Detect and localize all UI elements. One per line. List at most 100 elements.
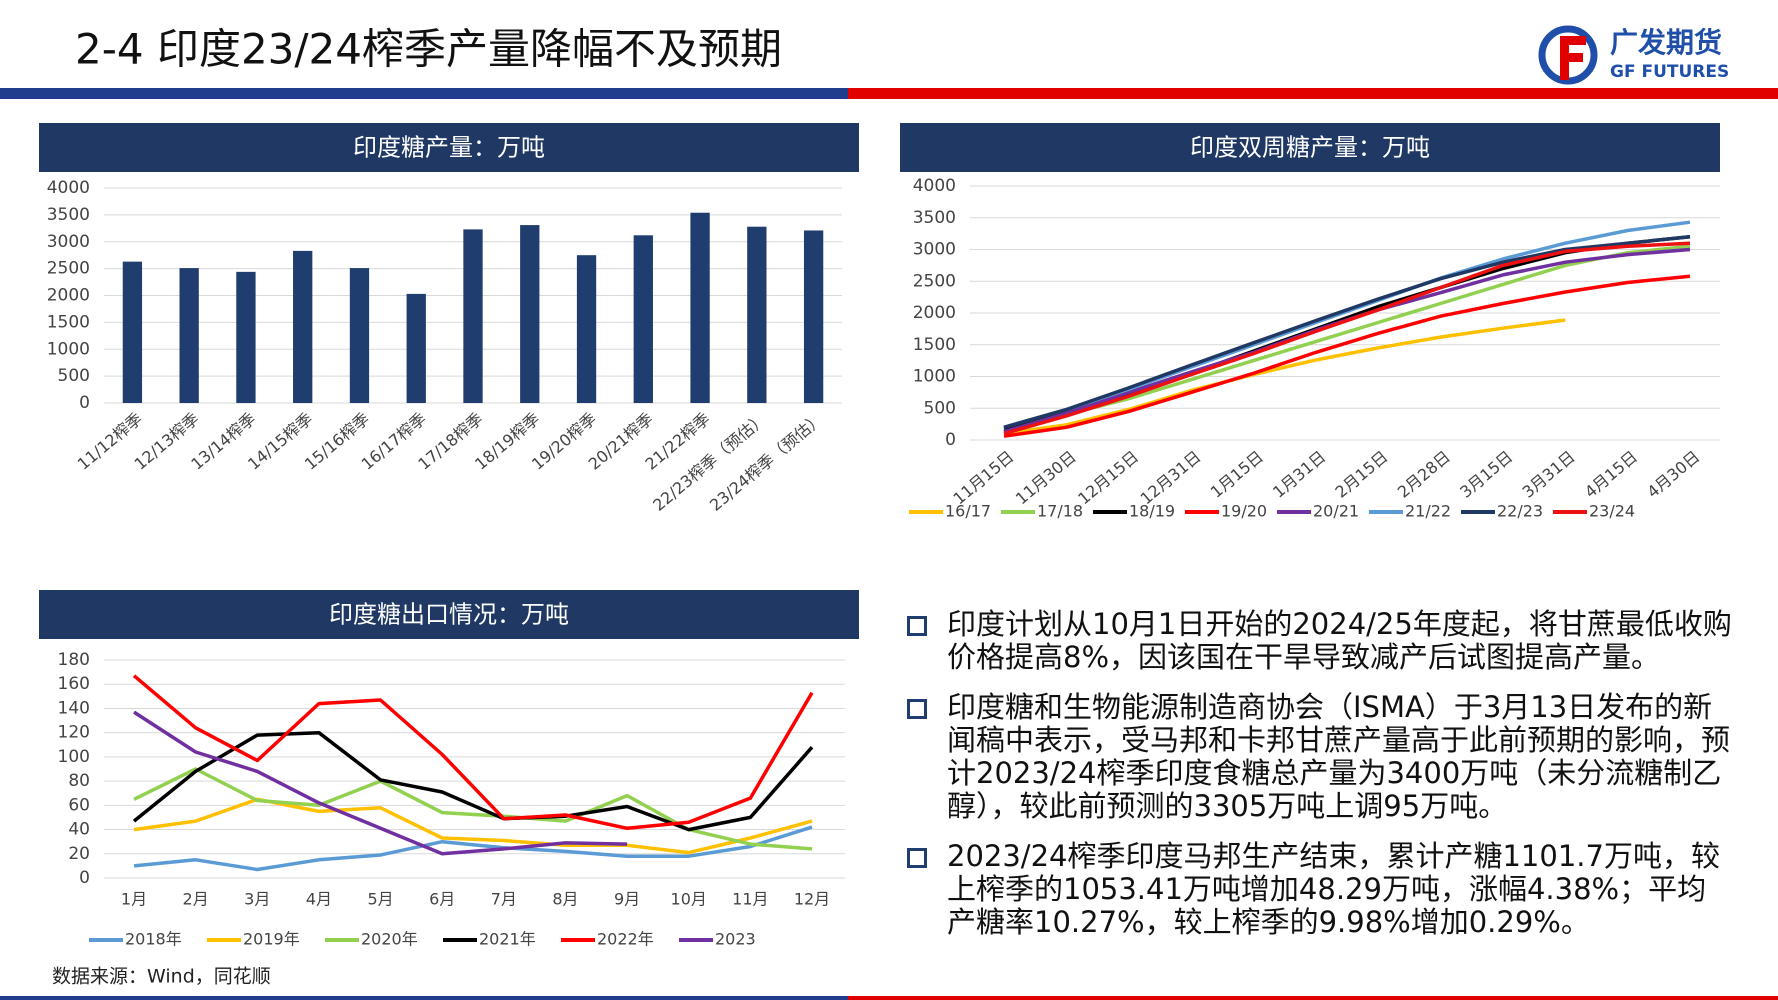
x-tick-label: 2月15日 xyxy=(1332,447,1392,502)
chart-title: 印度糖产量：万吨 xyxy=(353,134,545,162)
x-tick-label: 12月31日 xyxy=(1137,447,1205,508)
x-tick-label: 2月 xyxy=(183,890,209,909)
series-line xyxy=(1003,235,1691,429)
footer-rule-red xyxy=(848,996,1778,1000)
y-tick-label: 20 xyxy=(68,844,90,864)
bullet-text: 印度计划从10月1日开始的2024/25年度起，将甘蔗最低收购价格提高8%，因该… xyxy=(947,607,1732,674)
x-tick-label: 11月30日 xyxy=(1012,447,1080,508)
series-line xyxy=(133,797,813,855)
y-tick-label: 500 xyxy=(58,366,90,386)
logo-mark xyxy=(1560,36,1586,80)
y-tick-label: 120 xyxy=(58,723,90,743)
legend-label: 23/24 xyxy=(1589,502,1635,521)
y-tick-label: 80 xyxy=(68,771,90,791)
x-tick-label: 12月 xyxy=(794,890,830,909)
legend-label: 2019年 xyxy=(243,930,300,949)
series-line xyxy=(132,730,814,832)
bar xyxy=(803,230,824,403)
y-tick-label: 180 xyxy=(58,650,90,670)
y-tick-label: 60 xyxy=(68,795,90,815)
x-tick-label: 4月 xyxy=(306,890,332,909)
bar xyxy=(633,235,653,403)
bar xyxy=(293,250,313,403)
bullet-marker xyxy=(907,848,927,868)
legend-label: 20/21 xyxy=(1313,502,1359,521)
x-tick-label: 3月15日 xyxy=(1456,447,1516,502)
y-tick-label: 3000 xyxy=(47,232,90,252)
footer-rule-blue xyxy=(0,996,848,1000)
series-line xyxy=(133,767,813,851)
legend-label: 2022年 xyxy=(597,930,654,949)
header-rule-blue xyxy=(0,88,848,99)
x-tick-label: 1月15日 xyxy=(1207,447,1267,502)
y-tick-label: 2000 xyxy=(913,303,956,323)
y-tick-label: 2500 xyxy=(47,259,90,279)
source-note: 数据来源：Wind，同花顺 xyxy=(52,966,271,988)
x-tick-label: 5月 xyxy=(367,890,393,909)
chart-header xyxy=(39,123,859,172)
bar xyxy=(236,271,256,403)
legend-label: 18/19 xyxy=(1129,502,1175,521)
x-tick-label: 1月 xyxy=(121,890,147,909)
chart: 印度糖产量：万吨 0 500 1000 1500 2000 2500 3000 3500 4000… xyxy=(39,123,859,515)
bullet-item: 2023/24榨季印度马邦生产结束，累计产糖1101.7万吨，较上榨季的1053… xyxy=(905,840,1735,939)
y-tick-label: 2000 xyxy=(47,286,90,306)
y-tick-label: 160 xyxy=(58,674,90,694)
bullet-list: 印度计划从10月1日开始的2024/25年度起，将甘蔗最低收购价格提高8%，因该… xyxy=(905,608,1735,956)
bar xyxy=(576,255,597,403)
chart-title: 印度糖出口情况：万吨 xyxy=(329,601,569,629)
bar xyxy=(463,229,483,403)
bullet-text: 2023/24榨季印度马邦生产结束，累计产糖1101.7万吨，较上榨季的1053… xyxy=(947,839,1720,939)
bullet-text: 印度糖和生物能源制造商协会（ISMA）于3月13日发布的新闻稿中表示，受马邦和卡… xyxy=(947,690,1731,823)
legend-label: 2021年 xyxy=(479,930,536,949)
bar xyxy=(747,226,767,403)
y-tick-label: 3500 xyxy=(913,208,956,228)
x-tick-label: 3月31日 xyxy=(1519,447,1579,502)
bar xyxy=(406,293,426,403)
series-line xyxy=(132,674,814,831)
slide-title: 2-4 印度23/24榨季产量降幅不及预期 xyxy=(75,25,782,74)
series-line xyxy=(1003,241,1691,436)
bar xyxy=(520,225,540,403)
legend-label: 2020年 xyxy=(361,930,418,949)
y-tick-label: 100 xyxy=(58,747,90,767)
y-tick-label: 0 xyxy=(79,393,90,413)
bar xyxy=(179,268,199,403)
y-tick-label: 1500 xyxy=(47,312,90,332)
series-line xyxy=(133,710,628,856)
y-tick-label: 40 xyxy=(68,820,90,840)
header-rule-red xyxy=(848,88,1778,99)
x-tick-label: 12月15日 xyxy=(1074,447,1142,508)
y-tick-label: 140 xyxy=(58,698,90,718)
y-tick-label: 0 xyxy=(79,868,90,888)
legend-label: 2023 xyxy=(715,930,756,949)
legend-label: 17/18 xyxy=(1037,502,1083,521)
series-line xyxy=(1003,244,1691,433)
y-tick-label: 1500 xyxy=(913,335,956,355)
y-tick-label: 0 xyxy=(945,430,956,450)
y-tick-label: 2500 xyxy=(913,271,956,291)
bullet-marker xyxy=(907,616,927,636)
x-tick-label: 2月28日 xyxy=(1394,447,1454,502)
x-tick-label: 4月15日 xyxy=(1581,447,1641,502)
x-tick-label: 9月 xyxy=(614,890,640,909)
y-tick-label: 1000 xyxy=(47,339,90,359)
logo-name: 广发期货 xyxy=(1610,26,1722,59)
legend-label: 22/23 xyxy=(1497,502,1543,521)
logo-name-en: GF FUTURES xyxy=(1610,62,1729,82)
bar xyxy=(122,261,143,403)
y-tick-label: 500 xyxy=(924,398,956,418)
legend-label: 2018年 xyxy=(125,930,182,949)
legend-label: 21/22 xyxy=(1405,502,1451,521)
x-tick-label: 4月30日 xyxy=(1643,447,1703,502)
x-tick-label: 10月 xyxy=(671,890,707,909)
logo: 广发期货 GF FUTURES xyxy=(1538,25,1729,85)
series-line xyxy=(133,825,813,872)
bar xyxy=(690,212,710,403)
series-line xyxy=(1003,274,1691,438)
bullet-item: 印度计划从10月1日开始的2024/25年度起，将甘蔗最低收购价格提高8%，因该… xyxy=(905,608,1735,674)
x-tick-label: 1月31日 xyxy=(1269,447,1329,502)
x-tick-label: 11月15日 xyxy=(950,447,1018,508)
y-tick-label: 4000 xyxy=(913,176,956,196)
chart: 印度糖出口情况：万吨 0 20 40 60 80 100 120 140 160 180 1月 2月 3月… xyxy=(39,590,859,949)
